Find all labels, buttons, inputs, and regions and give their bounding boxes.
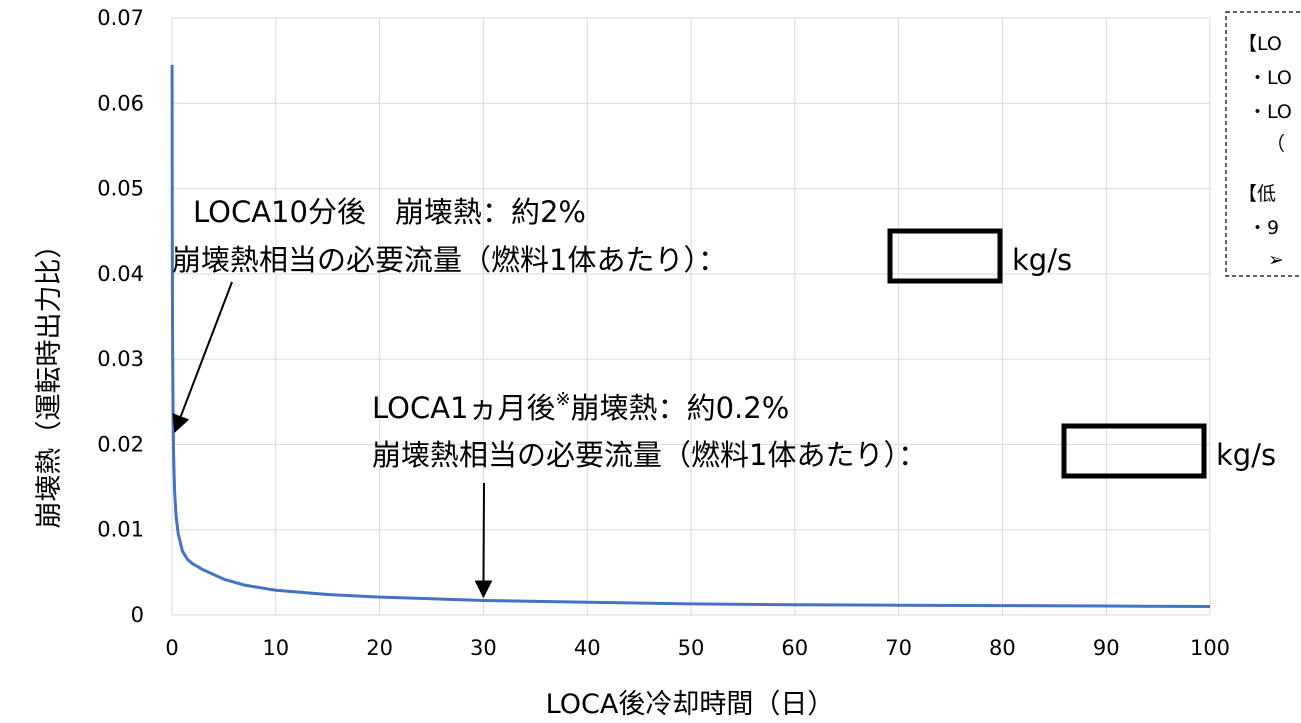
x-tick-label: 0 [165,636,178,660]
x-tick-label: 80 [989,636,1016,660]
note-line-6: ・9 [1248,217,1279,239]
annotation-2-line2: 崩壊熱相当の必要流量（燃料1体あたり）： [372,438,927,472]
note-line-7: ➢ [1268,249,1284,271]
annotation-loca-1month: LOCA1ヵ月後※崩壊熱：約0.2% 崩壊熱相当の必要流量（燃料1体あたり）： … [372,389,1276,599]
note-line-2: ・LO [1248,67,1292,89]
x-tick-label: 100 [1190,636,1230,660]
annotation-1-value-box [887,228,1003,284]
x-tick-label: 10 [262,636,289,660]
x-tick-label: 20 [366,636,393,660]
annotation-2-unit: kg/s [1216,438,1276,472]
y-axis-label: 崩壊熱（運転時出力比） [34,232,65,529]
note-line-1: 【LO [1238,33,1282,55]
x-tick-label: 30 [470,636,497,660]
note-line-4: （ [1266,133,1285,155]
x-tick-label: 90 [1093,636,1120,660]
annotation-1-line2: 崩壊熱相当の必要流量（燃料1体あたり）： [172,243,727,277]
y-tick-label: 0.01 [97,518,144,542]
note-line-5: 【低 [1238,183,1276,205]
x-tick-label: 50 [678,636,705,660]
x-axis-label: LOCA後冷却時間（日） [546,689,835,720]
y-tick-labels: 0 0.01 0.02 0.03 0.04 0.05 0.06 0.07 [97,6,144,627]
y-tick-label: 0.04 [97,262,144,286]
x-tick-label: 60 [781,636,808,660]
grid [171,17,1211,616]
x-tick-labels: 0 10 20 30 40 50 60 70 80 90 100 [165,636,1230,660]
annotation-1-arrow [172,281,233,434]
annotation-2-value-box [1061,423,1207,479]
y-tick-label: 0.06 [97,91,144,115]
annotation-2-line1: LOCA1ヵ月後※崩壊熱：約0.2% [372,389,789,425]
note-box: 【LO ・LO ・LO （ 【低 ・9 ➢ [1225,11,1301,277]
y-tick-label: 0.02 [97,432,144,456]
x-tick-label: 40 [574,636,601,660]
note-line-3: ・LO [1248,101,1292,123]
y-tick-label: 0.05 [97,177,144,201]
y-tick-label: 0.07 [97,6,144,30]
annotation-1-line1: LOCA10分後 崩壊熱：約2% [193,195,586,229]
y-tick-label: 0 [131,603,144,627]
annotation-loca-10min: LOCA10分後 崩壊熱：約2% 崩壊熱相当の必要流量（燃料1体あたり）： kg… [172,195,1072,434]
note-box-border [1225,11,1301,277]
annotation-2-arrow [474,482,493,599]
x-tick-label: 70 [885,636,912,660]
y-tick-label: 0.03 [97,347,144,371]
annotation-1-unit: kg/s [1012,243,1072,277]
